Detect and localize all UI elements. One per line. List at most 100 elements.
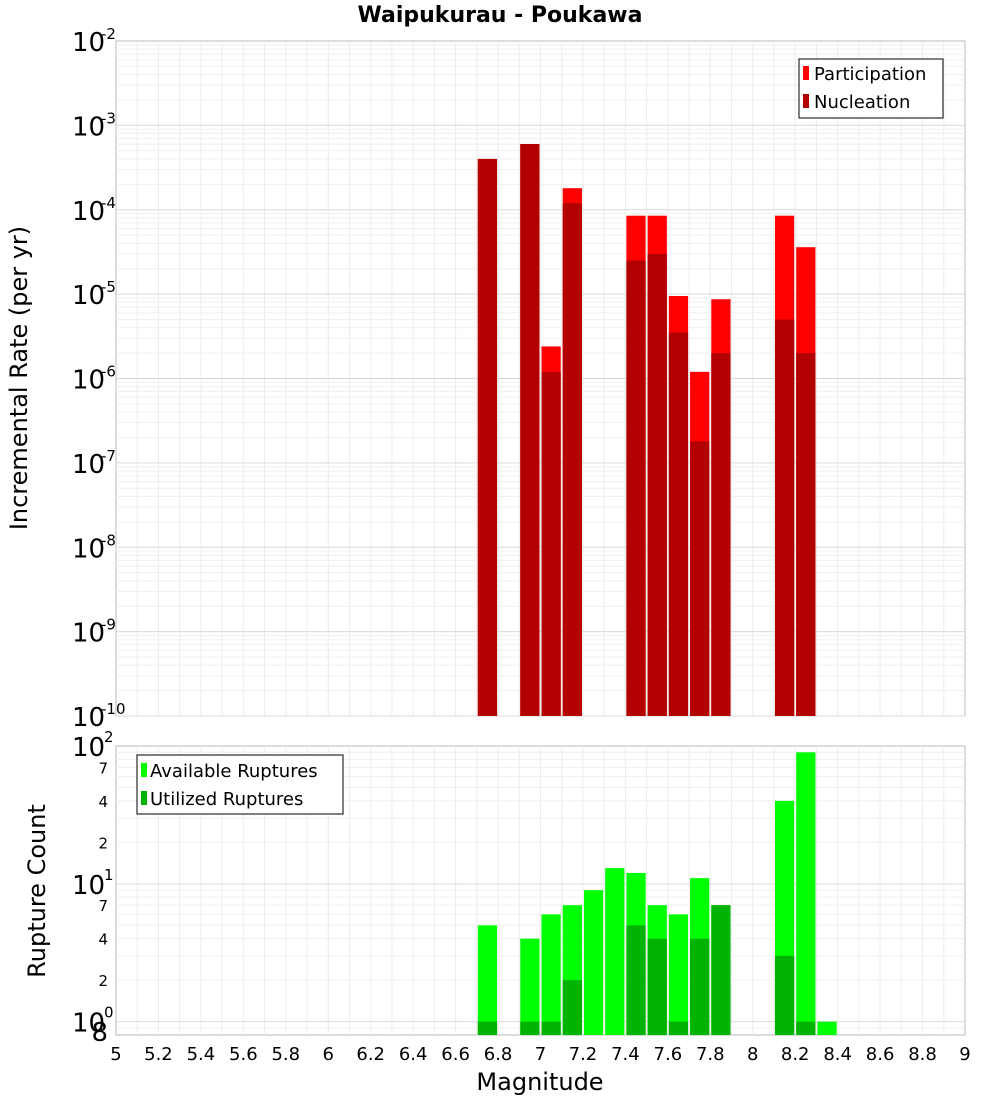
x-tick-label: 5 xyxy=(110,1044,121,1065)
x-tick-label: 5.6 xyxy=(229,1044,258,1065)
x-tick-label: 8.4 xyxy=(823,1044,852,1065)
utilized-ruptures-bar xyxy=(668,1021,689,1035)
utilized-legend-label: Utilized Ruptures xyxy=(150,789,303,810)
x-tick-label: 8.6 xyxy=(866,1044,895,1065)
x-tick-label: 5.8 xyxy=(271,1044,300,1065)
bottom-legend-box xyxy=(136,754,344,815)
x-tick-label: 6.8 xyxy=(484,1044,513,1065)
x-axis-title: Magnitude xyxy=(476,1068,603,1096)
nucleation-legend-swatch xyxy=(803,94,809,108)
x-tick-label: 7.4 xyxy=(611,1044,640,1065)
x-tick-label: 7.2 xyxy=(569,1044,598,1065)
top-bars xyxy=(477,144,816,717)
available-ruptures-bar xyxy=(520,938,540,1035)
top-y-tick-label: 10 xyxy=(72,703,105,733)
bottom-y-minor-tick-label: 4 xyxy=(98,793,108,811)
x-tick-label: 8 xyxy=(747,1044,758,1065)
top-y-tick-exponent: -10 xyxy=(101,700,126,718)
top-grid xyxy=(116,41,965,717)
top-y-tick-label: 10 xyxy=(72,619,105,649)
x-tick-label: 6.4 xyxy=(399,1044,428,1065)
bottom-y-minor-tick-label: 7 xyxy=(98,897,108,915)
top-y-tick-exponent: -4 xyxy=(101,194,116,212)
nucleation-bar xyxy=(562,203,582,716)
x-tick-label: 8.8 xyxy=(908,1044,937,1065)
bottom-y-axis-title: Rupture Count xyxy=(23,804,51,978)
bottom-y-tick-exponent: 2 xyxy=(104,728,114,746)
top-y-tick-label: 10 xyxy=(72,366,105,396)
top-y-tick-exponent: -7 xyxy=(101,447,116,465)
available-ruptures-bar xyxy=(796,752,816,1035)
x-tick-label: 9 xyxy=(959,1044,970,1065)
utilized-ruptures-bar xyxy=(711,905,731,1035)
x-tick-label: 8.2 xyxy=(781,1044,810,1065)
bottom-y-minor-tick-label: 7 xyxy=(98,759,108,777)
x-tick-label: 6 xyxy=(323,1044,334,1065)
bottom-y-tick-exponent: 0 xyxy=(104,1004,114,1022)
x-tick-label: 7 xyxy=(535,1044,546,1065)
participation-legend-swatch xyxy=(803,66,809,80)
bottom-y-minor-tick-label: 8 xyxy=(91,1018,108,1048)
nucleation-bar xyxy=(520,144,540,716)
bottom-y-tick-label: 10 xyxy=(72,733,105,763)
participation-legend-label: Participation xyxy=(814,64,926,85)
top-legend: Participation Nucleation xyxy=(798,58,944,119)
chart-title: Waipukurau - Poukawa xyxy=(358,3,643,28)
nucleation-bar xyxy=(774,319,795,716)
available-ruptures-bar xyxy=(817,1021,837,1035)
nucleation-bar xyxy=(541,371,561,716)
utilized-ruptures-bar xyxy=(562,980,582,1035)
available-ruptures-bar xyxy=(477,925,498,1035)
bottom-legend: Available Ruptures Utilized Ruptures xyxy=(136,754,344,815)
top-y-tick-exponent: -6 xyxy=(101,363,116,381)
utilized-ruptures-bar xyxy=(520,1021,540,1035)
bottom-y-tick-label: 10 xyxy=(72,1009,105,1039)
available-legend-label: Available Ruptures xyxy=(150,761,318,782)
top-y-tick-label: 10 xyxy=(72,534,105,564)
nucleation-legend-label: Nucleation xyxy=(814,92,910,113)
nucleation-bar xyxy=(477,158,498,717)
utilized-ruptures-bar xyxy=(796,1021,816,1035)
bottom-y-tick-label: 10 xyxy=(72,871,105,901)
bottom-y-minor-tick-label: 4 xyxy=(98,931,108,949)
nucleation-bar xyxy=(796,353,816,716)
top-y-tick-label: 10 xyxy=(72,112,105,142)
x-tick-label: 5.4 xyxy=(187,1044,216,1065)
top-y-tick-exponent: -2 xyxy=(101,25,116,43)
x-tick-label: 6.2 xyxy=(356,1044,385,1065)
x-ticks: 5 5.2 5.4 5.6 5.8 6 6.2 6.4 6.6 6.8 7 7.2 7.4 7.6 7.8 8… xyxy=(110,1044,970,1065)
top-legend-box xyxy=(798,58,944,119)
utilized-ruptures-bar xyxy=(626,925,646,1035)
top-y-tick-exponent: -5 xyxy=(101,278,116,296)
utilized-ruptures-bar xyxy=(690,938,710,1035)
x-tick-label: 6.6 xyxy=(441,1044,470,1065)
utilized-ruptures-bar xyxy=(774,955,795,1035)
bottom-grid xyxy=(116,746,965,1035)
top-y-axis-title: Incremental Rate (per yr) xyxy=(5,226,33,530)
bottom-y-minor-tick-label: 2 xyxy=(98,834,108,852)
top-y-tick-label: 10 xyxy=(72,197,105,227)
top-y-tick-label: 10 xyxy=(72,28,105,58)
utilized-ruptures-bar xyxy=(477,1021,498,1035)
available-ruptures-bar xyxy=(605,868,625,1035)
nucleation-bar xyxy=(647,253,667,716)
utilized-ruptures-bar xyxy=(541,1021,561,1035)
nucleation-bar xyxy=(711,353,731,716)
nucleation-bar xyxy=(668,332,689,716)
available-ruptures-bar xyxy=(668,914,689,1035)
x-tick-label: 7.6 xyxy=(654,1044,683,1065)
x-tick-label: 5.2 xyxy=(144,1044,173,1065)
available-ruptures-bar xyxy=(541,914,561,1035)
top-y-tick-exponent: -3 xyxy=(101,109,116,127)
bottom-y-tick-exponent: 1 xyxy=(104,866,114,884)
utilized-legend-swatch xyxy=(141,791,147,805)
available-ruptures-bar xyxy=(583,890,604,1035)
top-y-tick-exponent: -9 xyxy=(101,616,116,634)
bottom-y-minor-tick-label: 2 xyxy=(98,972,108,990)
top-y-tick-label: 10 xyxy=(72,281,105,311)
